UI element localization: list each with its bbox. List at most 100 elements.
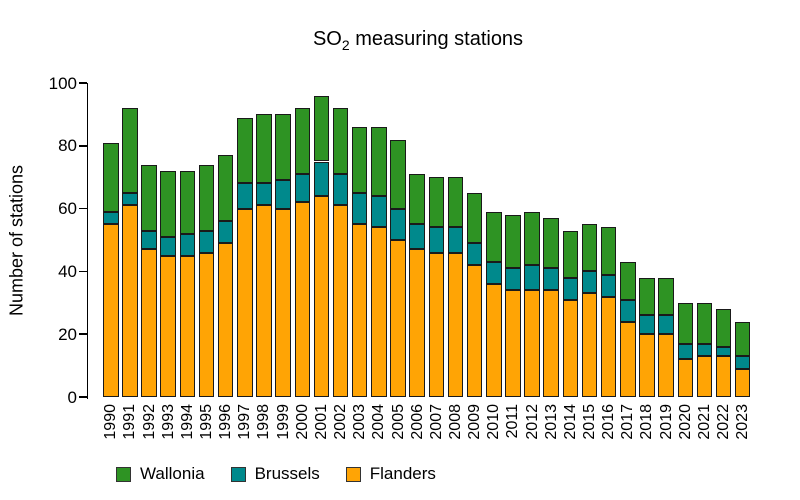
bar-2003-wallonia — [351, 126, 368, 193]
bar-2023-flanders — [734, 368, 751, 397]
x-tick-label-2001: 2001 — [312, 404, 330, 440]
bar-2010-wallonia — [486, 211, 502, 262]
x-tick-label-1991: 1991 — [121, 404, 139, 440]
bar-2008-flanders — [447, 252, 464, 397]
bar-2014-brussels — [562, 277, 579, 300]
bar-2001-brussels — [313, 161, 330, 197]
bar-2020-flanders — [677, 359, 693, 397]
bar-2014-wallonia — [562, 230, 579, 278]
bar-2006-brussels — [409, 224, 425, 250]
bar-2019-wallonia — [658, 277, 674, 316]
bar-2013-flanders — [543, 290, 559, 397]
x-tick-label-1999: 1999 — [274, 404, 292, 440]
bar-1992-wallonia — [141, 164, 157, 231]
legend-swatch-brussels — [230, 466, 246, 482]
x-tick-label-1997: 1997 — [236, 404, 254, 440]
x-tick-label-2022: 2022 — [715, 404, 733, 440]
legend-label-wallonia: Wallonia — [140, 464, 205, 483]
bar-2018-brussels — [639, 315, 655, 335]
bar-2005-wallonia — [390, 139, 406, 209]
y-tick-label-60: 60 — [58, 199, 77, 219]
bar-2016-wallonia — [600, 227, 617, 275]
bar-2000-flanders — [294, 202, 310, 397]
y-tick-20 — [79, 333, 87, 335]
bar-2012-brussels — [524, 265, 540, 291]
bar-1994-brussels — [179, 233, 196, 256]
bar-1990-flanders — [103, 224, 119, 397]
bar-1995-brussels — [198, 230, 215, 253]
bar-1997-brussels — [237, 183, 253, 209]
bar-2018-flanders — [639, 334, 655, 397]
x-tick-label-2020: 2020 — [676, 404, 694, 440]
bar-2010-flanders — [486, 283, 502, 397]
x-tick-label-2007: 2007 — [427, 404, 445, 440]
bar-2009-brussels — [466, 243, 483, 266]
bar-1993-wallonia — [160, 170, 176, 237]
bar-2013-brussels — [543, 268, 559, 291]
chart-title: SO2 measuring stations — [88, 28, 748, 53]
bar-2007-wallonia — [428, 177, 445, 228]
bar-2022-wallonia — [715, 309, 732, 347]
bar-2015-brussels — [581, 271, 598, 294]
bar-1995-wallonia — [198, 164, 215, 231]
title-prefix: SO — [312, 28, 342, 50]
y-axis-line — [86, 83, 88, 399]
bar-2008-wallonia — [447, 177, 464, 228]
bar-1997-wallonia — [237, 117, 253, 184]
bar-2009-wallonia — [466, 192, 483, 244]
bar-2006-flanders — [409, 249, 425, 397]
bar-2009-flanders — [466, 265, 483, 397]
x-tick-label-2002: 2002 — [332, 404, 350, 440]
bar-1996-wallonia — [217, 155, 234, 222]
bar-1998-wallonia — [256, 114, 272, 184]
bar-2019-brussels — [658, 315, 674, 335]
bar-2023-wallonia — [734, 321, 751, 357]
x-tick-label-2019: 2019 — [657, 404, 675, 440]
bar-2000-wallonia — [294, 108, 310, 175]
x-tick-label-1992: 1992 — [140, 404, 158, 440]
bar-2021-brussels — [696, 343, 713, 357]
bar-1992-flanders — [141, 249, 157, 397]
y-tick-100 — [79, 82, 87, 84]
y-tick-80 — [79, 145, 87, 147]
bar-2020-brussels — [677, 343, 693, 360]
bar-1990-brussels — [103, 211, 119, 225]
y-tick-label-80: 80 — [58, 136, 77, 156]
bar-2011-flanders — [505, 290, 521, 397]
legend-label-brussels: Brussels — [254, 464, 320, 483]
y-tick-label-100: 100 — [48, 73, 77, 93]
bar-1991-wallonia — [122, 108, 138, 193]
bar-1992-brussels — [141, 230, 157, 250]
x-tick-label-2012: 2012 — [523, 404, 541, 440]
bar-2013-wallonia — [543, 218, 559, 269]
bar-1999-wallonia — [275, 114, 291, 181]
bar-2007-flanders — [428, 252, 445, 397]
y-tick-60 — [79, 207, 87, 210]
bar-1996-flanders — [217, 243, 234, 397]
x-tick-label-2017: 2017 — [619, 404, 637, 440]
bar-2019-flanders — [658, 334, 674, 397]
bar-2022-flanders — [715, 356, 732, 397]
bar-2003-flanders — [351, 224, 368, 397]
bar-2015-flanders — [581, 293, 598, 397]
y-tick-40 — [79, 270, 87, 273]
bar-2021-flanders — [696, 356, 713, 397]
legend-item-wallonia: Wallonia — [116, 464, 205, 484]
bar-2006-wallonia — [409, 174, 425, 225]
x-tick-label-2008: 2008 — [446, 404, 464, 440]
x-tick-label-1998: 1998 — [255, 404, 273, 440]
bar-2012-flanders — [524, 290, 540, 397]
bar-2001-wallonia — [313, 95, 330, 162]
bar-2003-brussels — [351, 192, 368, 225]
x-tick-label-2021: 2021 — [695, 404, 713, 440]
bar-1991-flanders — [122, 205, 138, 397]
bar-2020-wallonia — [677, 302, 693, 344]
x-tick-label-2014: 2014 — [561, 404, 579, 440]
title-suffix: measuring stations — [349, 28, 524, 50]
x-tick-label-2011: 2011 — [504, 404, 522, 439]
bar-1993-flanders — [160, 255, 176, 397]
bar-2000-brussels — [294, 174, 310, 203]
legend-swatch-flanders — [345, 466, 361, 482]
